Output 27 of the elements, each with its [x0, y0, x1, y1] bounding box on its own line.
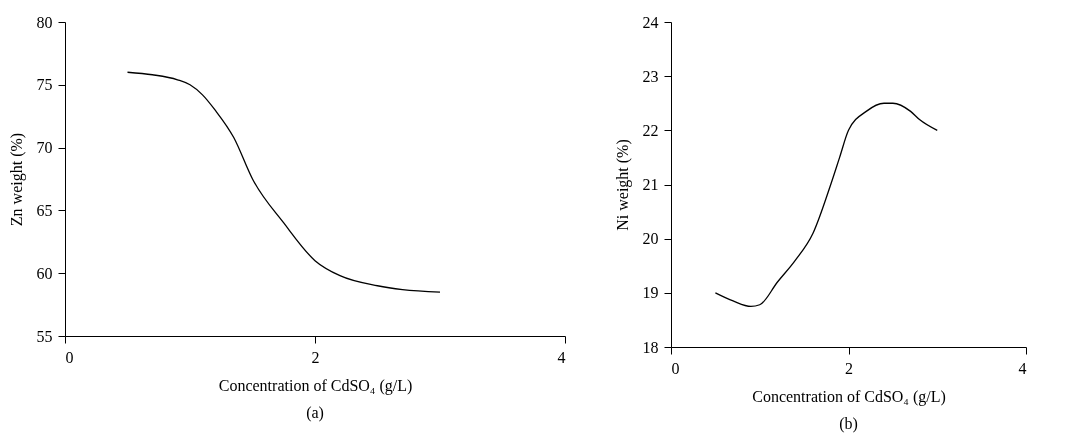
y-tick-label: 21 — [642, 176, 659, 193]
y-tick-label: 65 — [36, 201, 53, 219]
y-tick-label: 70 — [36, 139, 53, 157]
x-tick-label: 4 — [557, 348, 566, 366]
y-tick-label: 20 — [642, 230, 659, 248]
x-tick-label: 0 — [671, 359, 680, 377]
y-tick-label: 24 — [642, 13, 659, 31]
text: (a) — [306, 404, 324, 422]
y-tick-label: 55 — [36, 327, 53, 345]
text: (b) — [839, 415, 858, 433]
y-axis-title: Zn weight (%) — [7, 132, 26, 227]
x-axis-title: Concentration of CdSO₄ (g/L) — [218, 376, 413, 395]
y-tick-label: 23 — [642, 67, 659, 85]
x-axis-title: Concentration of CdSO₄ (g/L) — [752, 387, 946, 406]
x-tick-label: 2 — [845, 359, 853, 377]
x-tick-label: 0 — [65, 348, 74, 366]
y-tick-label: 80 — [36, 13, 53, 31]
y-tick-label: 75 — [36, 76, 53, 94]
x-tick-label: 2 — [311, 348, 320, 366]
line-series — [714, 102, 938, 308]
y-tick-label: 60 — [36, 264, 53, 282]
y-tick-label: 19 — [642, 284, 659, 302]
y-tick-label: 22 — [642, 121, 659, 139]
y-tick-label: 18 — [642, 338, 659, 356]
x-tick-label: 4 — [1018, 359, 1027, 377]
y-axis-title: Ni weight (%) — [613, 139, 632, 231]
line-series — [126, 71, 441, 293]
